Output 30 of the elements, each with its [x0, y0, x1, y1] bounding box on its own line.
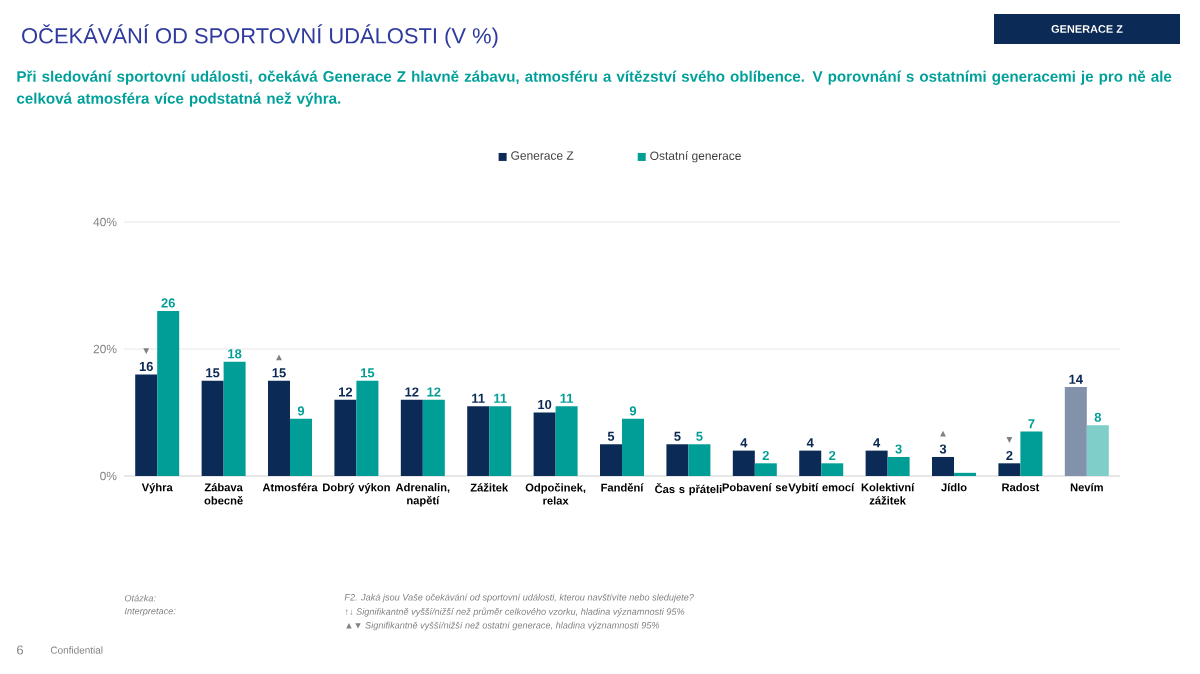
bar — [334, 399, 357, 477]
bar — [489, 406, 512, 477]
bar — [622, 418, 645, 477]
bar — [1064, 387, 1087, 477]
bar — [1086, 425, 1109, 477]
bar — [555, 406, 578, 477]
bar — [688, 444, 711, 477]
bar — [865, 450, 888, 477]
chart-title: OČEKÁVÁNÍ OD SPORTOVNÍ UDÁLOSTI (V %) — [22, 24, 498, 48]
bar — [201, 380, 224, 477]
bar — [422, 399, 445, 477]
bar — [600, 444, 623, 477]
bar — [268, 380, 291, 477]
bar — [821, 463, 844, 477]
bar — [754, 463, 777, 477]
bar — [135, 374, 158, 477]
bar — [932, 456, 955, 477]
bar — [799, 450, 822, 477]
bar — [356, 380, 379, 477]
bar — [533, 412, 556, 477]
bar — [157, 310, 180, 477]
bar — [467, 406, 490, 477]
bar — [732, 450, 755, 477]
bar — [666, 444, 689, 477]
bar — [1020, 431, 1043, 477]
bar — [998, 463, 1021, 477]
bar — [400, 399, 423, 477]
bar — [223, 361, 246, 477]
bar — [887, 456, 910, 477]
bar — [290, 418, 313, 477]
